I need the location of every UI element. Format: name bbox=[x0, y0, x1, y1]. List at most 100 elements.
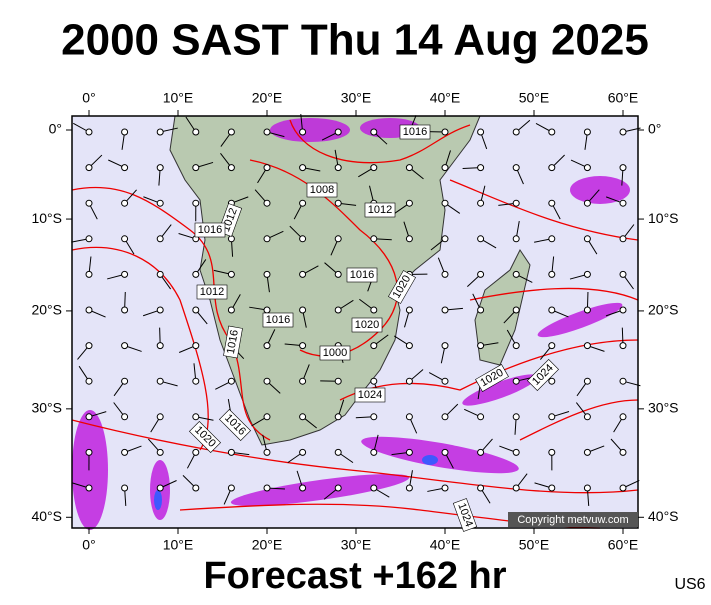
barb-station bbox=[335, 271, 341, 277]
barb-station bbox=[264, 485, 270, 491]
barb-station bbox=[549, 378, 555, 384]
barb-station bbox=[264, 307, 270, 313]
barb-station bbox=[264, 165, 270, 171]
barb-station bbox=[442, 414, 448, 420]
barb-station bbox=[549, 271, 555, 277]
lon-label: 20°E bbox=[252, 90, 283, 106]
lon-label: 10°E bbox=[163, 537, 194, 553]
isobar-label: 1016 bbox=[198, 224, 222, 236]
barb-station bbox=[371, 449, 377, 455]
lat-label: 20°S bbox=[31, 302, 62, 318]
barb-station bbox=[406, 449, 412, 455]
barb-station bbox=[228, 165, 234, 171]
barb-station bbox=[478, 236, 484, 242]
barb-station bbox=[193, 200, 199, 206]
isobar-label-group: 1020 bbox=[352, 318, 382, 332]
isobar-label-group: 1000 bbox=[320, 346, 350, 360]
barb-station bbox=[86, 271, 92, 277]
barb-station bbox=[371, 414, 377, 420]
barb-station bbox=[193, 378, 199, 384]
barb-station bbox=[620, 378, 626, 384]
barb-station bbox=[300, 414, 306, 420]
barb-station bbox=[584, 165, 590, 171]
barb-station bbox=[122, 307, 128, 313]
barb-station bbox=[157, 414, 163, 420]
barb-station bbox=[264, 271, 270, 277]
barb-station bbox=[549, 236, 555, 242]
barb-station bbox=[86, 414, 92, 420]
barb-station bbox=[335, 129, 341, 135]
lat-label: 40°S bbox=[31, 508, 62, 524]
barb-station bbox=[264, 449, 270, 455]
barb-station bbox=[86, 307, 92, 313]
barb-station bbox=[228, 449, 234, 455]
barb-station bbox=[122, 414, 128, 420]
barb-station bbox=[442, 485, 448, 491]
barb-station bbox=[513, 271, 519, 277]
isobar-label: 1016 bbox=[350, 269, 374, 281]
barb-station bbox=[620, 236, 626, 242]
lon-label: 50°E bbox=[519, 90, 550, 106]
barb-station bbox=[122, 378, 128, 384]
barb-station bbox=[193, 165, 199, 171]
isobar-label: 1020 bbox=[355, 319, 379, 331]
barb-station bbox=[442, 200, 448, 206]
barb-station bbox=[264, 378, 270, 384]
barb-station bbox=[335, 200, 341, 206]
barb-station bbox=[122, 271, 128, 277]
barb-station bbox=[86, 200, 92, 206]
lat-label: 40°S bbox=[648, 508, 679, 524]
barb-station bbox=[584, 236, 590, 242]
barb-station bbox=[513, 378, 519, 384]
isobar-label-group: 1016 bbox=[195, 223, 225, 237]
barb-station bbox=[442, 378, 448, 384]
barb-station bbox=[406, 343, 412, 349]
barb-station bbox=[300, 378, 306, 384]
barb-station bbox=[86, 485, 92, 491]
barb-station bbox=[157, 378, 163, 384]
barb-station bbox=[86, 165, 92, 171]
isobar-label: 1008 bbox=[310, 184, 334, 196]
isobar-label-group: 1012 bbox=[365, 203, 395, 217]
barb-station bbox=[478, 343, 484, 349]
isobar-label-group: 1008 bbox=[307, 183, 337, 197]
isobar-label-group: 1024 bbox=[355, 388, 385, 402]
barb-station bbox=[371, 378, 377, 384]
barb-station bbox=[264, 129, 270, 135]
barb-station bbox=[620, 200, 626, 206]
lat-label: 30°S bbox=[31, 400, 62, 416]
barb-station bbox=[620, 414, 626, 420]
barb-station bbox=[549, 165, 555, 171]
barb-station bbox=[371, 165, 377, 171]
isobar-label: 1016 bbox=[403, 126, 427, 138]
barb-station bbox=[442, 129, 448, 135]
barb-station bbox=[584, 307, 590, 313]
barb-station bbox=[86, 449, 92, 455]
barb-station bbox=[193, 414, 199, 420]
barb-station bbox=[193, 485, 199, 491]
barb-station bbox=[478, 129, 484, 135]
barb-station bbox=[193, 307, 199, 313]
barb-station bbox=[620, 485, 626, 491]
barb-station bbox=[122, 343, 128, 349]
barb-station bbox=[478, 414, 484, 420]
isobar-label: 1012 bbox=[200, 286, 224, 298]
barb-station bbox=[300, 271, 306, 277]
barb-station bbox=[157, 129, 163, 135]
barb-station bbox=[157, 271, 163, 277]
isobar-label-group: 1016 bbox=[347, 268, 377, 282]
lon-label: 40°E bbox=[430, 537, 461, 553]
barb-station bbox=[371, 129, 377, 135]
barb-station bbox=[264, 200, 270, 206]
barb-station bbox=[584, 378, 590, 384]
barb-station bbox=[513, 307, 519, 313]
barb-station bbox=[335, 378, 341, 384]
barb-station bbox=[300, 129, 306, 135]
barb-station bbox=[442, 449, 448, 455]
barb-station bbox=[86, 236, 92, 242]
barb-station bbox=[442, 307, 448, 313]
barb-station bbox=[620, 165, 626, 171]
barb-station bbox=[406, 378, 412, 384]
barb-station bbox=[584, 449, 590, 455]
